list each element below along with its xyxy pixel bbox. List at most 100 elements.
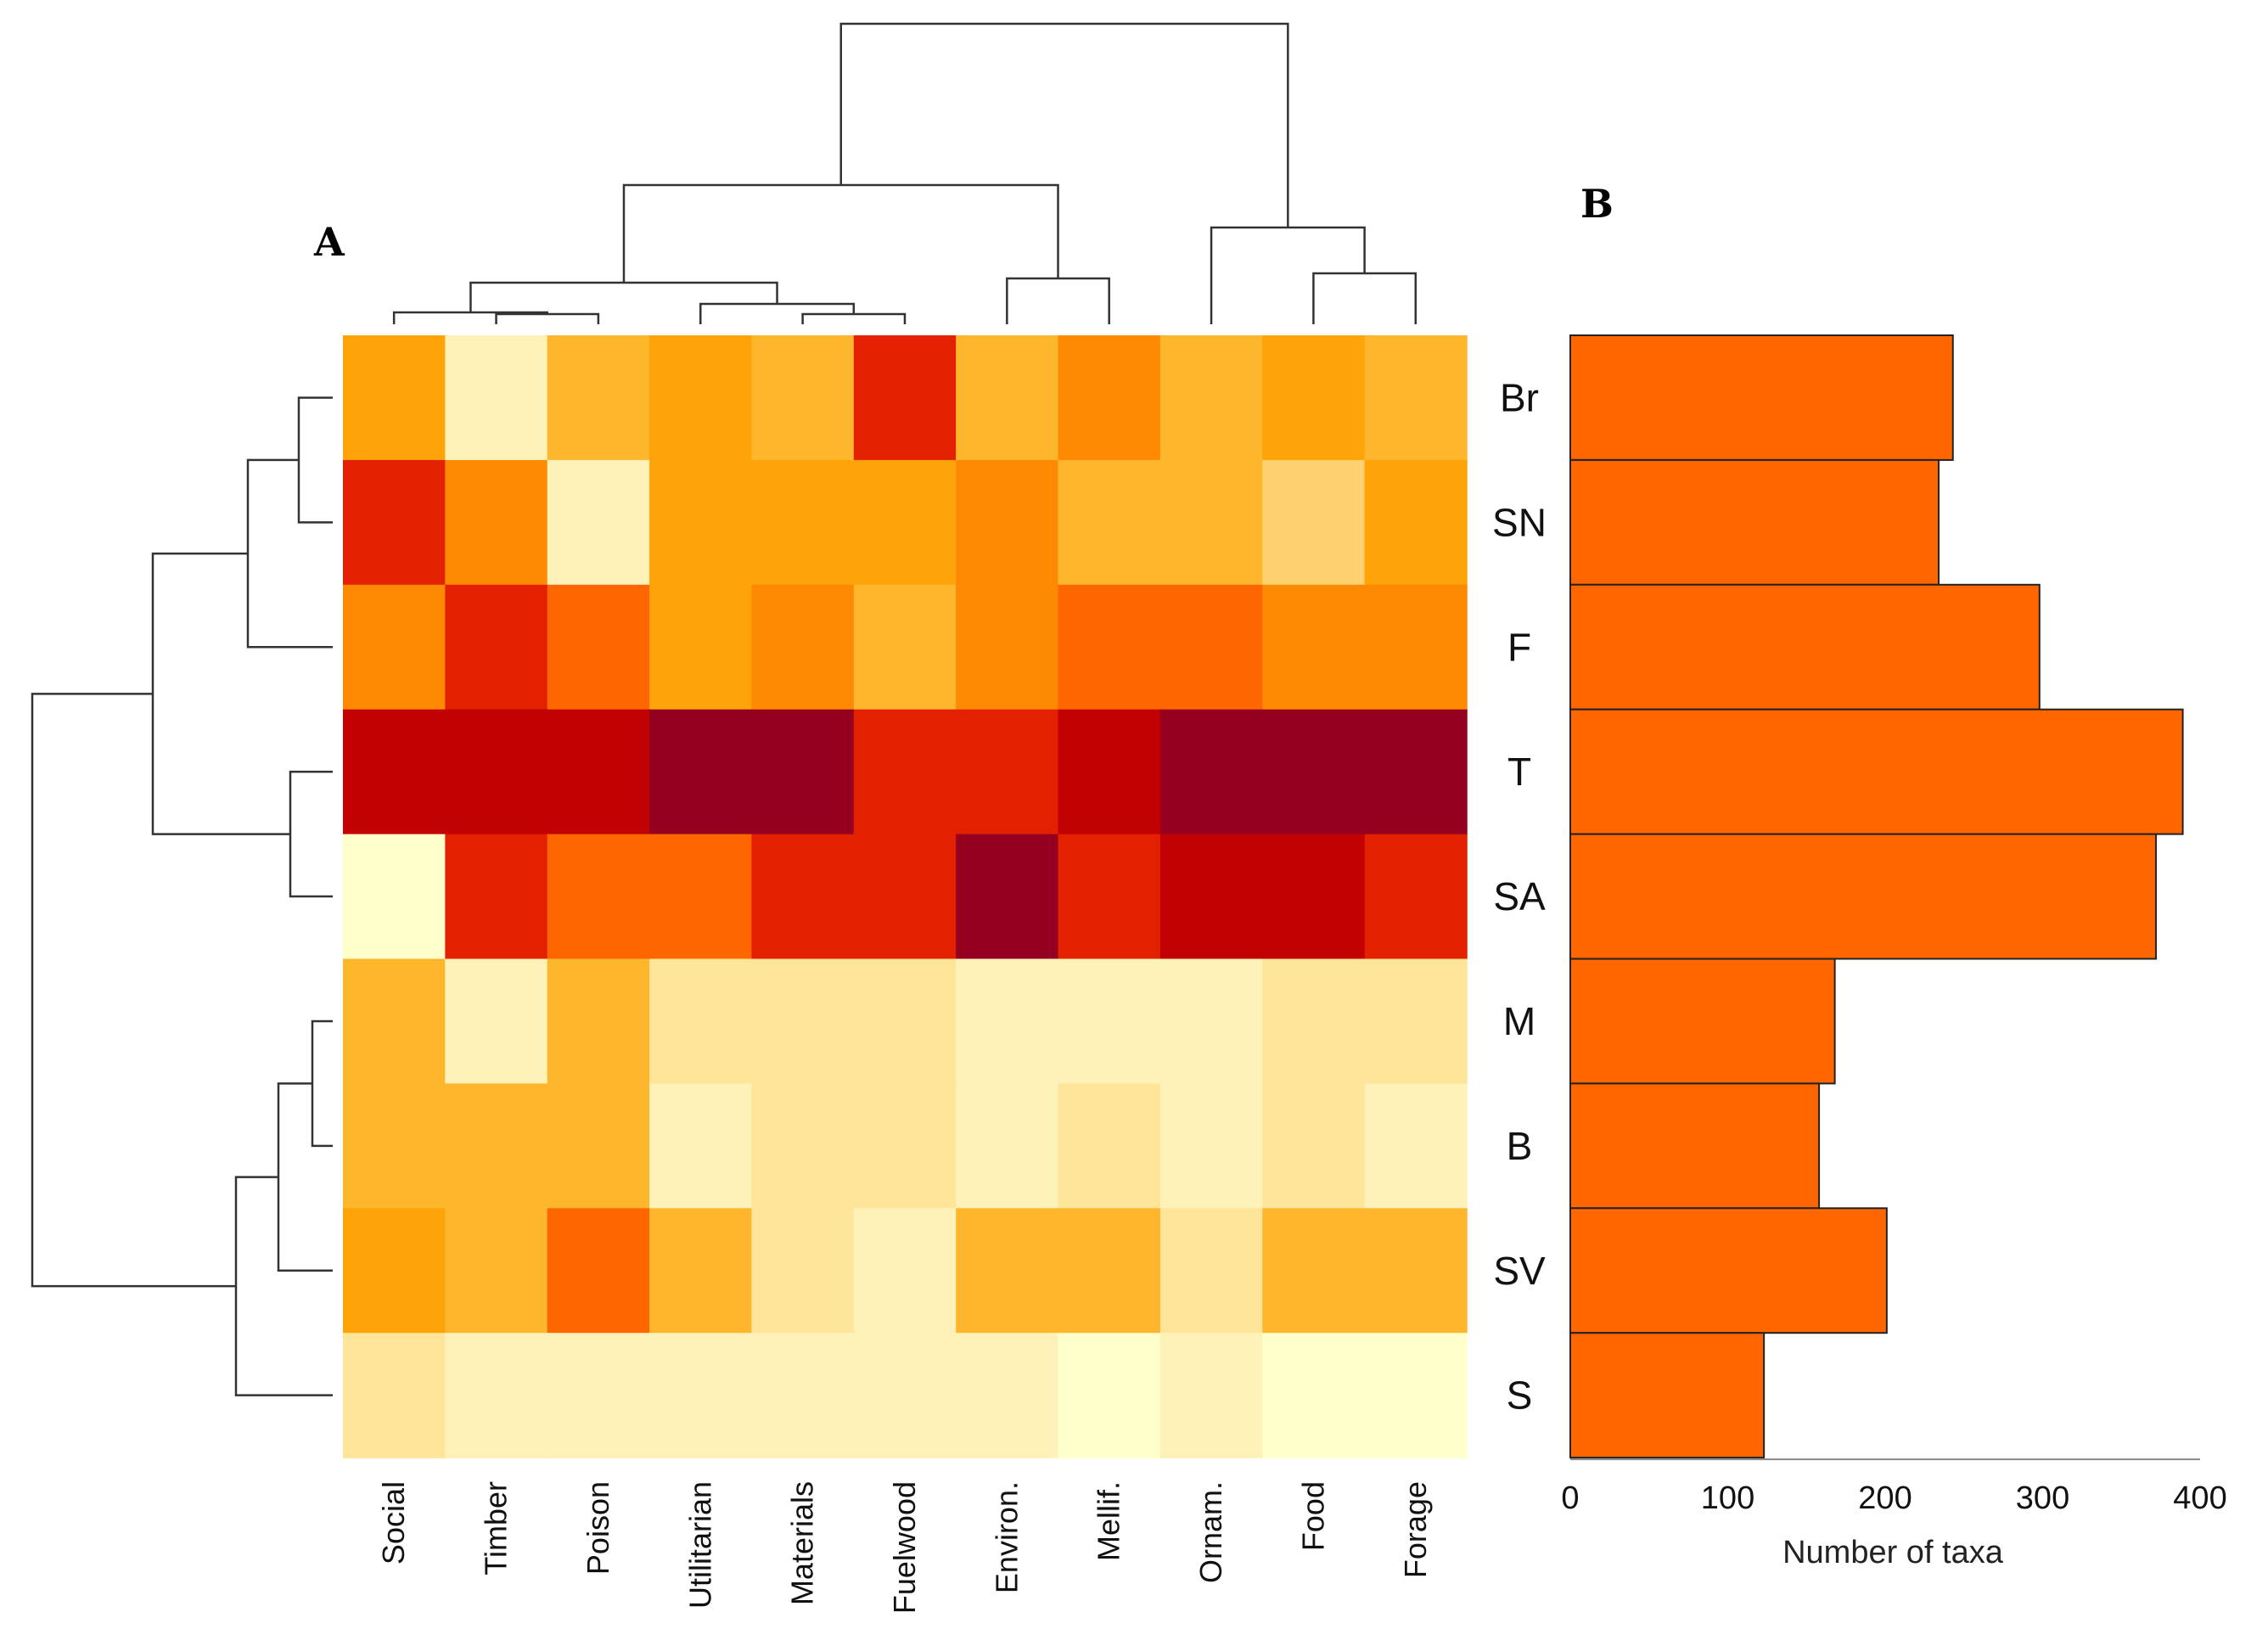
heatmap-cell-T-Materials: [751, 709, 855, 835]
heatmap-cell-M-Utilitarian: [649, 958, 753, 1085]
bar-F: [1569, 583, 2041, 711]
heatmap-cell-S-Environ: [956, 1333, 1059, 1458]
heatmap-cell-Br-Forage: [1364, 335, 1468, 461]
heatmap-cell-SA-Materials: [751, 834, 855, 960]
heatmap-cell-F-Poison: [547, 584, 650, 711]
column-dendrogram-link-9: [839, 22, 1289, 227]
heatmap-cell-S-Poison: [547, 1333, 650, 1458]
heatmap-cell-T-Utilitarian: [649, 709, 753, 835]
heatmap-cell-Br-Timber: [445, 335, 548, 461]
row-dendrogram-link-4: [311, 1020, 333, 1148]
heatmap-cell-T-Food: [1262, 709, 1366, 835]
heatmap-cell-S-Utilitarian: [649, 1333, 753, 1458]
heatmap-cell-F-Food: [1262, 584, 1366, 711]
heatmap-cell-M-Food: [1262, 958, 1366, 1085]
row-label-S: S: [1507, 1373, 1533, 1418]
heatmap-cell-SV-Ornam: [1159, 1208, 1264, 1334]
heatmap-cell-F-Forage: [1364, 584, 1468, 711]
heatmap-cell-M-Social: [343, 958, 446, 1085]
row-label-Br: Br: [1500, 375, 1539, 419]
heatmap-cell-S-Mellif: [1058, 1333, 1161, 1458]
bar-S: [1569, 1332, 1766, 1459]
heatmap-cell-SV-Timber: [445, 1208, 548, 1334]
heatmap-cell-T-Forage: [1364, 709, 1468, 835]
heatmap-cell-B-Poison: [547, 1083, 650, 1210]
row-dendrogram-link-0: [297, 396, 333, 524]
heatmap-cell-F-Social: [343, 584, 446, 711]
heatmap-cell-SV-Poison: [547, 1208, 650, 1334]
heatmap-cell-T-Mellif: [1058, 709, 1161, 835]
column-dendrogram-link-5: [1006, 277, 1110, 324]
heatmap-cell-B-Fuelwood: [853, 1083, 957, 1210]
heatmap-cell-SV-Fuelwood: [853, 1208, 957, 1334]
heatmap-cell-S-Ornam: [1159, 1333, 1264, 1458]
x-tick-label-0: 0: [1561, 1480, 1579, 1516]
heatmap-cell-SV-Mellif: [1058, 1208, 1161, 1334]
row-label-B: B: [1507, 1124, 1533, 1168]
heatmap-column-labels: Social Timber Poison Utilitarian Materials Fu…: [376, 1481, 1433, 1614]
row-label-T: T: [1507, 750, 1531, 794]
heatmap-cell-F-Timber: [445, 584, 548, 711]
column-label-food: Food: [1295, 1481, 1330, 1551]
heatmap-cell-SA-Ornam: [1159, 834, 1264, 960]
heatmap-cell-SA-Food: [1262, 834, 1366, 960]
heatmap-cell-M-Mellif: [1058, 958, 1161, 1085]
bar-T: [1569, 708, 2184, 835]
column-label-forage: Forage: [1398, 1481, 1433, 1578]
heatmap-cell-SA-Mellif: [1058, 834, 1161, 960]
column-label-ornam: Ornam.: [1193, 1481, 1228, 1583]
heatmap-cell-SV-Environ: [956, 1208, 1059, 1334]
row-dendrogram-link-7: [31, 693, 236, 1288]
heatmap-cell-T-Fuelwood: [853, 709, 957, 835]
row-label-SN: SN: [1492, 500, 1547, 544]
row-dendrogram-link-3: [151, 552, 290, 835]
heatmap-cell-S-Fuelwood: [853, 1333, 957, 1458]
heatmap-cell-SV-Utilitarian: [649, 1208, 753, 1334]
heatmap-cell-T-Ornam: [1159, 709, 1264, 835]
heatmap-cell-S-Materials: [751, 1333, 855, 1458]
heatmap-cell-B-Mellif: [1058, 1083, 1161, 1210]
heatmap-cell-B-Food: [1262, 1083, 1366, 1210]
bar-SN: [1569, 458, 1940, 586]
bar-SV: [1569, 1207, 1888, 1334]
heatmap-cell-SN-Fuelwood: [853, 459, 957, 586]
column-dendrogram: [392, 22, 1418, 324]
heatmap-cell-M-Ornam: [1159, 958, 1264, 1085]
column-dendrogram-link-7: [1312, 272, 1418, 324]
heatmap-cell-S-Social: [343, 1333, 446, 1458]
heatmap-cell-F-Ornam: [1159, 584, 1264, 711]
heatmap-cell-F-Environ: [956, 584, 1059, 711]
heatmap-cell-SA-Social: [343, 834, 446, 960]
heatmap-cell-SV-Materials: [751, 1208, 855, 1334]
column-dendrogram-link-8: [1210, 226, 1366, 324]
heatmap-cell-SN-Utilitarian: [649, 459, 753, 586]
bar-SA: [1569, 833, 2158, 960]
bar-chart: [1569, 334, 2184, 1459]
column-dendrogram-link-0: [495, 312, 600, 324]
heatmap-cell-SN-Forage: [1364, 459, 1468, 586]
column-label-fuelwood: Fuelwood: [887, 1481, 922, 1614]
row-dendrogram: [31, 396, 333, 1396]
heatmap-cell-M-Fuelwood: [853, 958, 957, 1085]
heatmap-cell-Br-Ornam: [1159, 335, 1264, 461]
x-tick-label-100: 100: [1701, 1480, 1754, 1516]
row-label-SA: SA: [1493, 874, 1546, 918]
heatmap-cell-SV-Social: [343, 1208, 446, 1334]
column-label-utilitarian: Utilitarian: [682, 1481, 717, 1609]
heatmap-cell-SA-Poison: [547, 834, 650, 960]
column-label-environ: Environ.: [989, 1481, 1024, 1593]
bar-B: [1569, 1082, 1821, 1210]
column-dendrogram-link-2: [801, 312, 907, 324]
heatmap-cell-B-Materials: [751, 1083, 855, 1210]
column-label-materials: Materials: [785, 1481, 820, 1605]
heatmap-cell-S-Timber: [445, 1333, 548, 1458]
row-dendrogram-link-2: [289, 770, 333, 898]
heatmap-cell-Br-Social: [343, 335, 446, 461]
heatmap-cell-B-Social: [343, 1083, 446, 1210]
bar-Br: [1569, 334, 1954, 461]
heatmap-cell-B-Utilitarian: [649, 1083, 753, 1210]
heatmap-cell-M-Poison: [547, 958, 650, 1085]
heatmap-cell-SA-Forage: [1364, 834, 1468, 960]
heatmap-cell-Br-Utilitarian: [649, 335, 753, 461]
column-dendrogram-link-6: [622, 183, 1059, 283]
